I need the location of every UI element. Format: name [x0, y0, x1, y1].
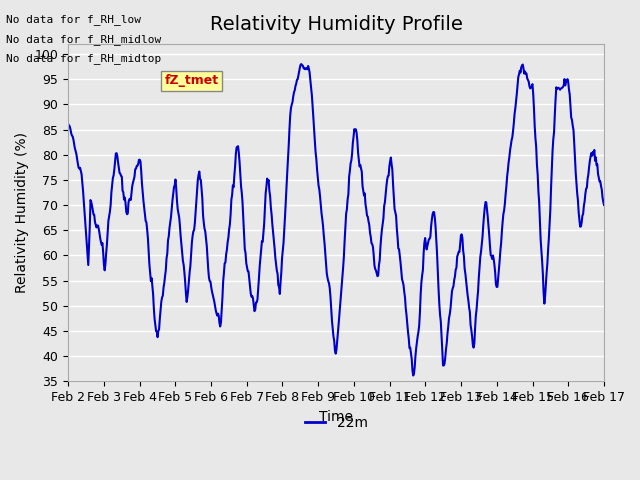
- Text: No data for f_RH_midtop: No data for f_RH_midtop: [6, 53, 162, 64]
- Text: fZ_tmet: fZ_tmet: [164, 74, 219, 87]
- Title: Relativity Humidity Profile: Relativity Humidity Profile: [210, 15, 463, 34]
- Text: No data for f_RH_low: No data for f_RH_low: [6, 14, 141, 25]
- Legend: 22m: 22m: [299, 410, 373, 435]
- X-axis label: Time: Time: [319, 410, 353, 424]
- Text: No data for f_RH_midlow: No data for f_RH_midlow: [6, 34, 162, 45]
- Y-axis label: Relativity Humidity (%): Relativity Humidity (%): [15, 132, 29, 293]
